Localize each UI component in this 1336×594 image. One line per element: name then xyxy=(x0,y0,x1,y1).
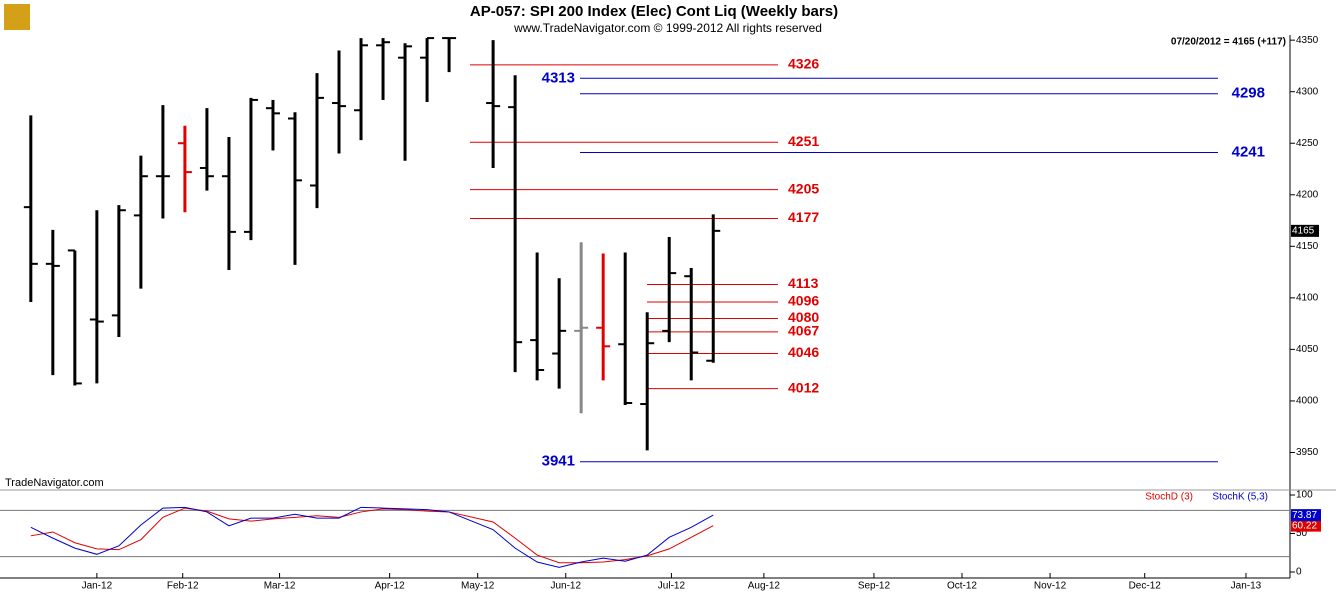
legend-entry: StochK (5,3) xyxy=(1212,492,1268,503)
legend-entry: StochD (3) xyxy=(1145,492,1193,503)
y-tick-label: 4000 xyxy=(1296,396,1319,407)
level-label: 4326 xyxy=(788,56,819,72)
x-tick-label: Jul-12 xyxy=(658,581,686,592)
y-tick-label: 100 xyxy=(1296,490,1313,501)
last-price-box xyxy=(1291,224,1319,237)
level-label: 4096 xyxy=(788,293,819,309)
y-tick-label: 4050 xyxy=(1296,344,1319,355)
y-tick-label: 3950 xyxy=(1296,447,1319,458)
x-tick-label: Jan-13 xyxy=(1231,581,1262,592)
x-tick-label: Apr-12 xyxy=(375,581,405,592)
x-tick-label: Dec-12 xyxy=(1129,581,1162,592)
y-tick-label: 4100 xyxy=(1296,292,1319,303)
stoch-line xyxy=(30,506,714,568)
level-label: 4080 xyxy=(788,309,819,325)
y-tick-label: 4200 xyxy=(1296,189,1319,200)
last-value-box xyxy=(1291,519,1321,532)
level-label: 4298 xyxy=(1232,85,1265,102)
y-tick-label: 4250 xyxy=(1296,138,1319,149)
stoch-line xyxy=(30,507,714,564)
x-tick-label: May-12 xyxy=(461,581,495,592)
last-value-label: 60.22 xyxy=(1292,520,1317,531)
header-info: 07/20/2012 = 4165 (+117) xyxy=(1171,37,1286,48)
level-label: 4241 xyxy=(1232,143,1265,160)
level-label: 4251 xyxy=(788,133,819,149)
level-label: 3941 xyxy=(542,453,575,470)
last-value-label: 73.87 xyxy=(1292,510,1317,521)
y-tick-label: 4300 xyxy=(1296,86,1319,97)
x-tick-label: Jan-12 xyxy=(82,581,113,592)
watermark: TradeNavigator.com xyxy=(5,477,104,489)
level-label: 4113 xyxy=(788,275,819,291)
last-price-label: 4165 xyxy=(1292,225,1315,236)
level-label: 4012 xyxy=(788,379,819,395)
x-tick-label: Mar-12 xyxy=(264,581,296,592)
y-tick-label: 50 xyxy=(1296,528,1308,539)
x-tick-label: Sep-12 xyxy=(858,581,891,592)
x-tick-label: Aug-12 xyxy=(748,581,781,592)
level-label: 4313 xyxy=(542,69,575,86)
logo xyxy=(4,4,30,30)
level-label: 4205 xyxy=(788,180,819,196)
y-tick-label: 4350 xyxy=(1296,35,1319,46)
subtitle: www.TradeNavigator.com © 1999-2012 All r… xyxy=(513,21,822,35)
last-value-box xyxy=(1291,509,1321,522)
y-tick-label: 4150 xyxy=(1296,241,1319,252)
level-label: 4177 xyxy=(788,209,819,225)
x-tick-label: Jun-12 xyxy=(550,581,581,592)
x-tick-label: Feb-12 xyxy=(167,581,199,592)
x-tick-label: Oct-12 xyxy=(947,581,977,592)
level-label: 4046 xyxy=(788,344,819,360)
level-label: 4067 xyxy=(788,323,819,339)
chart-title: AP-057: SPI 200 Index (Elec) Cont Liq (W… xyxy=(470,3,838,20)
y-tick-label: 0 xyxy=(1296,567,1302,578)
x-tick-label: Nov-12 xyxy=(1034,581,1067,592)
